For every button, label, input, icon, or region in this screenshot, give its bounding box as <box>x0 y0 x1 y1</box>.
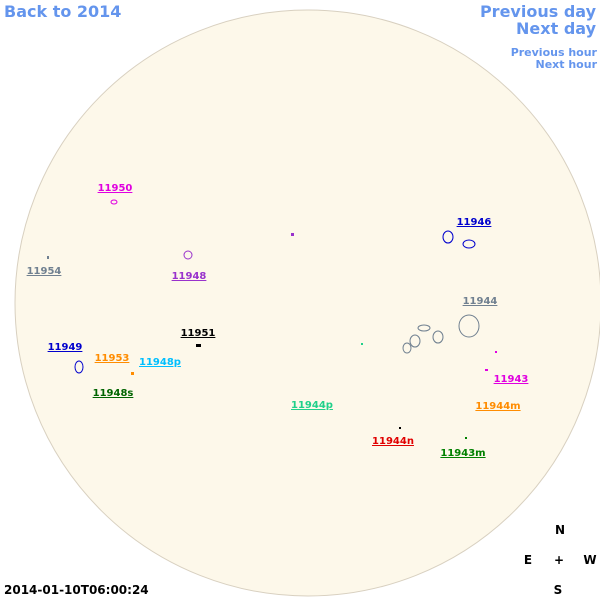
compass-center: + <box>554 553 564 567</box>
region-label: 11948p <box>139 357 181 368</box>
region-label: 11954 <box>27 266 62 277</box>
back-link[interactable]: Back to 2014 <box>4 2 121 21</box>
compass-south: S <box>554 583 563 597</box>
region-label: 11944m <box>475 401 520 412</box>
region-label: 11950 <box>98 183 133 194</box>
compass-north: N <box>555 523 565 537</box>
region-label: 11953 <box>95 353 130 364</box>
region-label: 11943m <box>440 448 485 459</box>
region-label: 11948s <box>93 388 134 399</box>
previous-hour-link[interactable]: Previous hour <box>511 46 598 59</box>
region-label: 11944 <box>463 296 498 307</box>
region-label: 11949 <box>48 342 83 353</box>
region-label: 11944n <box>372 436 414 447</box>
region-label: 11944p <box>291 400 333 411</box>
next-day-link[interactable]: Next day <box>516 19 597 38</box>
compass-east: E <box>524 553 532 567</box>
next-hour-link[interactable]: Next hour <box>536 58 598 71</box>
spots <box>47 199 497 439</box>
region-label: 11951 <box>181 328 216 339</box>
compass-west: W <box>583 553 596 567</box>
region-label: 11943 <box>494 374 529 385</box>
region-label: 11946 <box>457 217 492 228</box>
timestamp: 2014-01-10T06:00:24 <box>4 583 149 597</box>
region-label: 11948 <box>172 271 207 282</box>
previous-day-link[interactable]: Previous day <box>480 2 597 21</box>
region-labels: 11950 11954 11948 11946 11944 11951 11949 11953… <box>27 183 529 459</box>
solar-disk <box>14 9 600 597</box>
